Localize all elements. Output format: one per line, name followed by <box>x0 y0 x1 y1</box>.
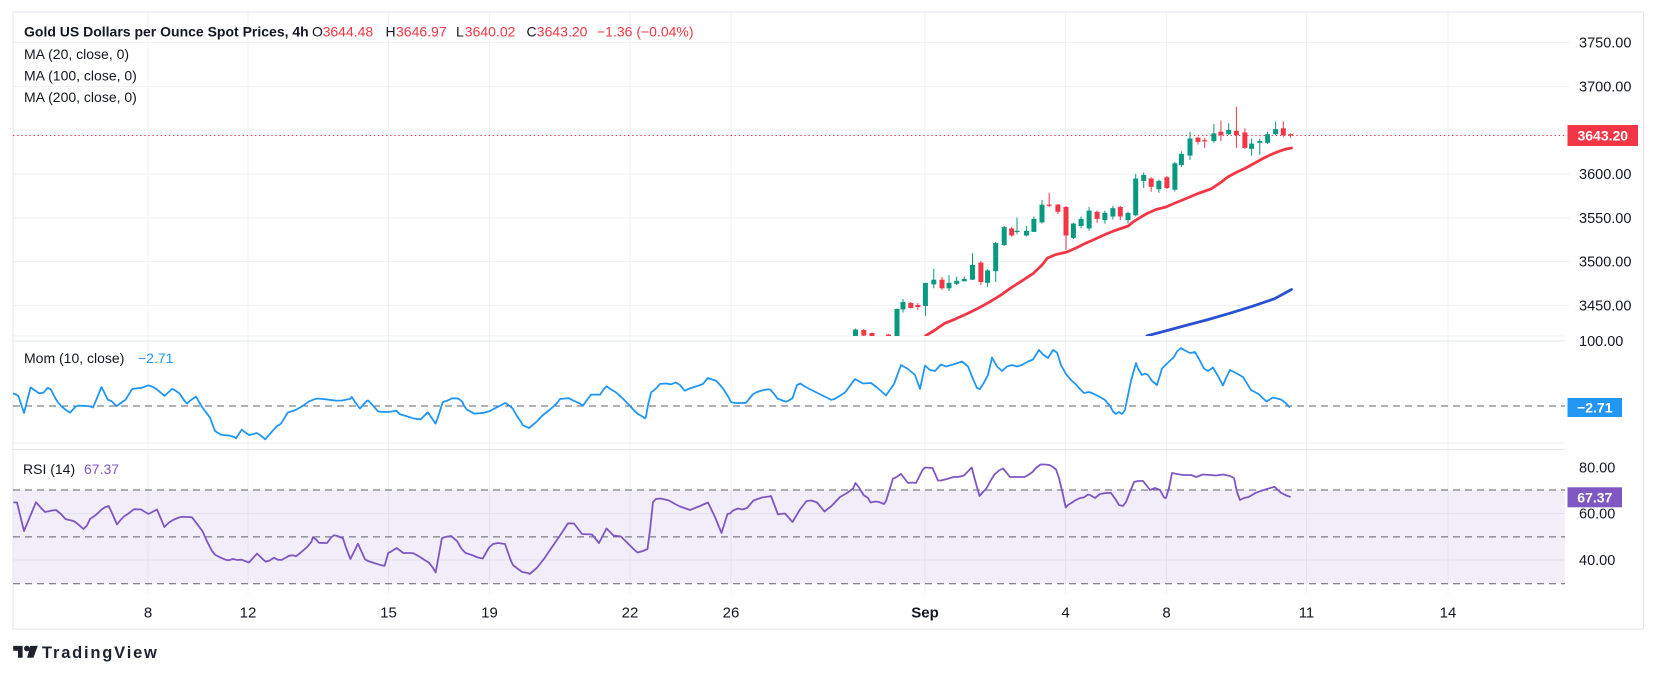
svg-text:80.00: 80.00 <box>1579 461 1615 477</box>
svg-text:3643.20: 3643.20 <box>1577 128 1628 144</box>
svg-text:3550.00: 3550.00 <box>1579 211 1631 227</box>
svg-text:19: 19 <box>481 605 498 622</box>
svg-text:3700.00: 3700.00 <box>1579 79 1631 95</box>
svg-text:22: 22 <box>622 605 639 622</box>
svg-text:67.37: 67.37 <box>1577 489 1612 505</box>
svg-text:RSI (14): RSI (14) <box>23 461 75 477</box>
svg-text:8: 8 <box>144 605 152 622</box>
svg-text:67.37: 67.37 <box>84 461 119 477</box>
svg-text:3646.97: 3646.97 <box>396 24 447 40</box>
svg-text:MA (20, close, 0): MA (20, close, 0) <box>24 46 129 62</box>
svg-text:100.00: 100.00 <box>1579 334 1623 350</box>
svg-text:−1.36 (−0.04%): −1.36 (−0.04%) <box>597 24 694 40</box>
svg-text:O: O <box>312 24 323 40</box>
svg-text:3450.00: 3450.00 <box>1579 299 1631 315</box>
svg-text:3644.48: 3644.48 <box>323 24 374 40</box>
svg-text:15: 15 <box>380 605 397 622</box>
svg-text:Gold US Dollars per Ounce Spot: Gold US Dollars per Ounce Spot Prices, 4… <box>24 24 309 40</box>
svg-text:C: C <box>527 24 537 40</box>
svg-text:TradingView: TradingView <box>42 644 159 662</box>
svg-text:−2.71: −2.71 <box>138 350 174 366</box>
svg-text:26: 26 <box>723 605 740 622</box>
svg-text:14: 14 <box>1440 605 1457 622</box>
svg-text:L: L <box>456 24 464 40</box>
svg-text:4: 4 <box>1061 605 1069 622</box>
svg-text:−2.71: −2.71 <box>1577 399 1613 415</box>
svg-text:3600.00: 3600.00 <box>1579 167 1631 183</box>
svg-text:MA (200, close, 0): MA (200, close, 0) <box>24 89 137 105</box>
svg-text:Mom (10, close): Mom (10, close) <box>24 350 124 366</box>
svg-text:3643.20: 3643.20 <box>537 24 588 40</box>
svg-text:3500.00: 3500.00 <box>1579 255 1631 271</box>
svg-text:MA (100, close, 0): MA (100, close, 0) <box>24 68 137 84</box>
svg-text:12: 12 <box>240 605 257 622</box>
svg-text:11: 11 <box>1299 605 1315 622</box>
svg-text:Sep: Sep <box>911 605 939 622</box>
svg-text:40.00: 40.00 <box>1579 553 1615 569</box>
svg-text:H: H <box>386 24 396 40</box>
svg-text:60.00: 60.00 <box>1579 507 1615 523</box>
svg-text:8: 8 <box>1162 605 1170 622</box>
svg-text:3640.02: 3640.02 <box>465 24 516 40</box>
svg-text:3750.00: 3750.00 <box>1579 36 1631 52</box>
